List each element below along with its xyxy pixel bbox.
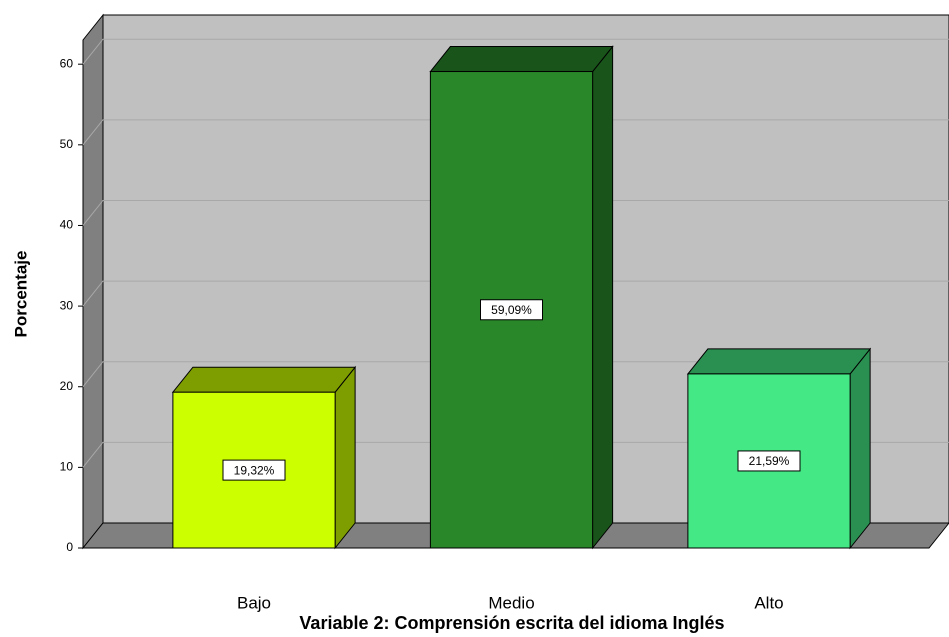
bar-top: [429, 46, 614, 73]
grid-line: [82, 441, 949, 468]
y-tick-label: 30: [60, 298, 74, 312]
grid-line: [82, 361, 949, 388]
bar-side: [592, 45, 614, 550]
grid-line: [82, 280, 949, 307]
y-tick-label: 10: [60, 460, 74, 474]
x-tick-label: Alto: [754, 593, 783, 612]
bar-side: [849, 347, 871, 550]
value-label: 19,32%: [234, 463, 275, 477]
y-tick-label: 20: [60, 379, 74, 393]
value-label: 59,09%: [491, 303, 532, 317]
grid-line: [82, 199, 949, 226]
left-wall: [82, 13, 104, 550]
y-axis-title: Porcentaje: [11, 251, 30, 338]
x-tick-label: Bajo: [237, 593, 271, 612]
y-tick-label: 40: [60, 218, 74, 232]
x-axis-title: Variable 2: Comprensión escrita del idio…: [299, 613, 724, 633]
y-tick-label: 60: [60, 56, 74, 70]
bar-top: [171, 366, 357, 393]
x-tick-label: Medio: [488, 593, 534, 612]
bar-side: [334, 365, 356, 550]
grid-line: [82, 119, 949, 146]
value-label-box: [222, 459, 286, 481]
value-label-box: [480, 299, 543, 321]
y-tick-label: 0: [66, 540, 73, 554]
y-tick-label: 50: [60, 137, 74, 151]
bar-top: [686, 348, 872, 375]
value-label-box: [737, 450, 801, 472]
value-label: 21,59%: [749, 454, 790, 468]
grid-line: [82, 38, 949, 65]
